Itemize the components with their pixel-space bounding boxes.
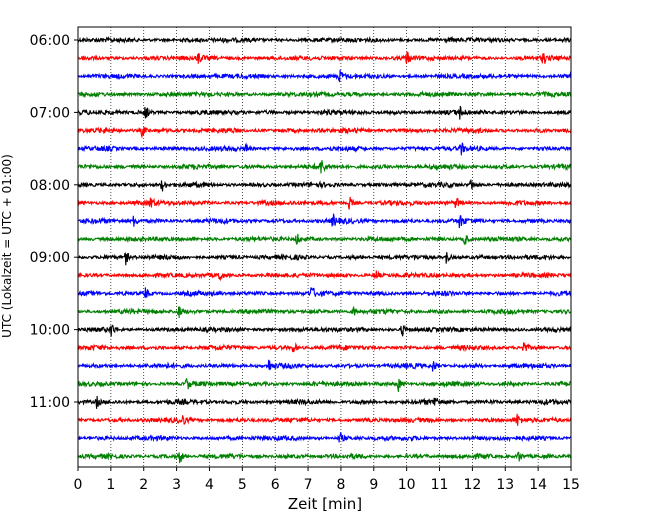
x-tick-label: 8	[336, 477, 345, 493]
trace-row-4	[77, 105, 572, 120]
y-tick-label: 08:00	[30, 178, 70, 194]
trace-row-18	[77, 359, 572, 372]
trace-row-6	[77, 142, 572, 156]
trace-row-8	[77, 179, 572, 192]
trace-row-11	[77, 233, 572, 246]
trace-row-19	[77, 378, 572, 392]
trace-row-14	[77, 287, 572, 299]
x-ticks: 0 1 2 3 4 5 6 7 8 9 10 11 12 13 14 15	[74, 467, 580, 493]
x-tick-label: 2	[139, 477, 148, 493]
trace-row-21	[77, 413, 572, 426]
trace-row-12	[77, 252, 572, 266]
trace-row-16	[77, 324, 572, 337]
x-tick-label: 0	[74, 477, 83, 493]
trace-row-9	[77, 196, 572, 210]
trace-row-2	[77, 69, 572, 83]
trace-row-23	[77, 451, 572, 464]
trace-row-5	[77, 125, 572, 139]
x-tick-label: 3	[172, 477, 181, 493]
x-tick-label: 14	[529, 477, 547, 493]
x-tick-label: 7	[304, 477, 313, 493]
x-tick-label: 6	[271, 477, 280, 493]
x-tick-label: 11	[431, 477, 449, 493]
trace-row-20	[77, 396, 572, 409]
trace-row-7	[77, 160, 572, 174]
y-tick-label: 06:00	[30, 33, 70, 49]
trace-row-13	[77, 270, 572, 282]
x-tick-label: 1	[106, 477, 115, 493]
x-tick-label: 12	[463, 477, 481, 493]
trace-row-0	[77, 35, 572, 45]
seismic-traces	[77, 35, 572, 464]
x-tick-label: 13	[496, 477, 514, 493]
trace-row-1	[77, 51, 572, 64]
x-axis-label: Zeit [min]	[288, 495, 362, 513]
y-tick-label: 09:00	[30, 250, 70, 266]
trace-row-10	[77, 213, 572, 229]
trace-row-15	[77, 305, 572, 318]
x-grid	[110, 27, 539, 467]
x-tick-label: 15	[562, 477, 580, 493]
y-tick-label: 11:00	[30, 395, 70, 411]
y-ticks: 06:00 07:00 08:00 09:00 10:00 11:00	[30, 33, 78, 411]
trace-row-3	[77, 89, 572, 99]
trace-row-22	[77, 431, 572, 443]
trace-row-17	[77, 342, 572, 353]
x-tick-label: 9	[369, 477, 378, 493]
x-tick-label: 10	[398, 477, 416, 493]
y-tick-label: 07:00	[30, 105, 70, 121]
x-tick-label: 5	[238, 477, 247, 493]
plot-frame	[77, 26, 572, 468]
x-tick-label: 4	[205, 477, 214, 493]
y-axis-label: UTC (Lokalzeit = UTC + 01:00)	[0, 154, 14, 338]
y-tick-label: 10:00	[30, 323, 70, 339]
